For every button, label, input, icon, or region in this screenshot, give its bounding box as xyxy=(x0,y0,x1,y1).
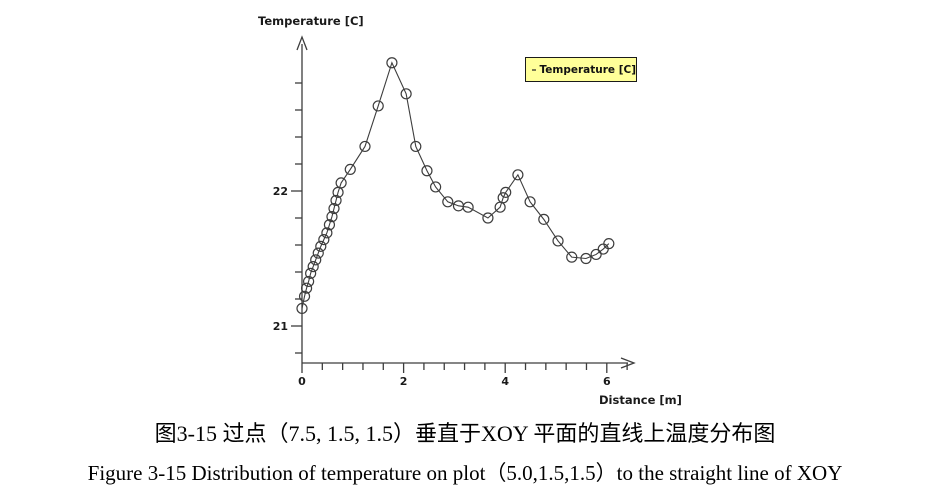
data-point-marker xyxy=(421,165,433,177)
legend-line-marker-icon xyxy=(532,68,536,71)
data-point-marker xyxy=(359,140,371,153)
y-tick-label: 21 xyxy=(273,320,288,333)
data-point-marker xyxy=(310,254,322,266)
data-point-marker xyxy=(307,261,319,273)
data-point-marker xyxy=(335,177,347,189)
data-point-marker xyxy=(330,194,342,207)
data-point-marker xyxy=(482,212,494,224)
data-point-marker xyxy=(512,169,524,181)
data-point-marker xyxy=(538,213,550,225)
data-point-marker xyxy=(296,302,308,315)
data-point-marker xyxy=(430,181,442,193)
legend-label: Temperature [C] xyxy=(539,63,636,76)
data-point-marker xyxy=(312,247,324,259)
x-tick-label: 2 xyxy=(400,375,408,388)
x-tick-label: 6 xyxy=(603,375,611,388)
x-tick-label: 0 xyxy=(298,375,306,388)
data-point-marker xyxy=(323,219,336,231)
data-point-marker xyxy=(590,248,602,261)
data-point-marker xyxy=(410,140,422,153)
data-point-marker xyxy=(303,275,315,288)
x-axis-arrow-icon xyxy=(620,357,636,369)
data-point-marker xyxy=(328,202,340,215)
series-line xyxy=(301,61,610,309)
data-point-marker xyxy=(497,192,509,204)
data-point-marker xyxy=(524,196,536,208)
y-tick-label: 22 xyxy=(273,185,288,198)
data-point-marker xyxy=(300,282,313,294)
data-point-marker xyxy=(305,267,317,279)
data-point-marker xyxy=(442,196,454,208)
x-axis-title: Distance [m] xyxy=(599,393,682,407)
data-point-marker xyxy=(386,57,398,69)
caption-english: Figure 3-15 Distribution of temperature … xyxy=(87,461,843,485)
y-axis-title: Temperature [C] xyxy=(258,14,364,28)
x-tick-label: 4 xyxy=(501,375,509,388)
data-point-marker xyxy=(566,251,578,263)
data-point-marker xyxy=(321,227,333,239)
data-point-marker xyxy=(500,186,512,198)
data-point-marker xyxy=(580,252,592,265)
y-axis-arrow-icon xyxy=(296,35,308,51)
data-point-marker xyxy=(315,240,327,252)
data-point-marker xyxy=(462,201,474,213)
data-point-marker xyxy=(552,235,564,247)
data-point-marker xyxy=(326,211,338,223)
data-point-marker xyxy=(344,163,356,175)
data-point-marker xyxy=(372,100,384,112)
data-point-marker xyxy=(400,88,412,100)
data-point-marker xyxy=(603,238,615,250)
data-point-marker xyxy=(298,290,311,302)
caption-chinese: 图3-15 过点（7.5, 1.5, 1.5）垂直于XOY 平面的直线上温度分布… xyxy=(154,421,776,446)
data-point-marker xyxy=(318,234,330,246)
legend: Temperature [C] xyxy=(525,57,637,82)
temperature-plot: 21 22 0 2 4 6 xyxy=(273,35,636,388)
